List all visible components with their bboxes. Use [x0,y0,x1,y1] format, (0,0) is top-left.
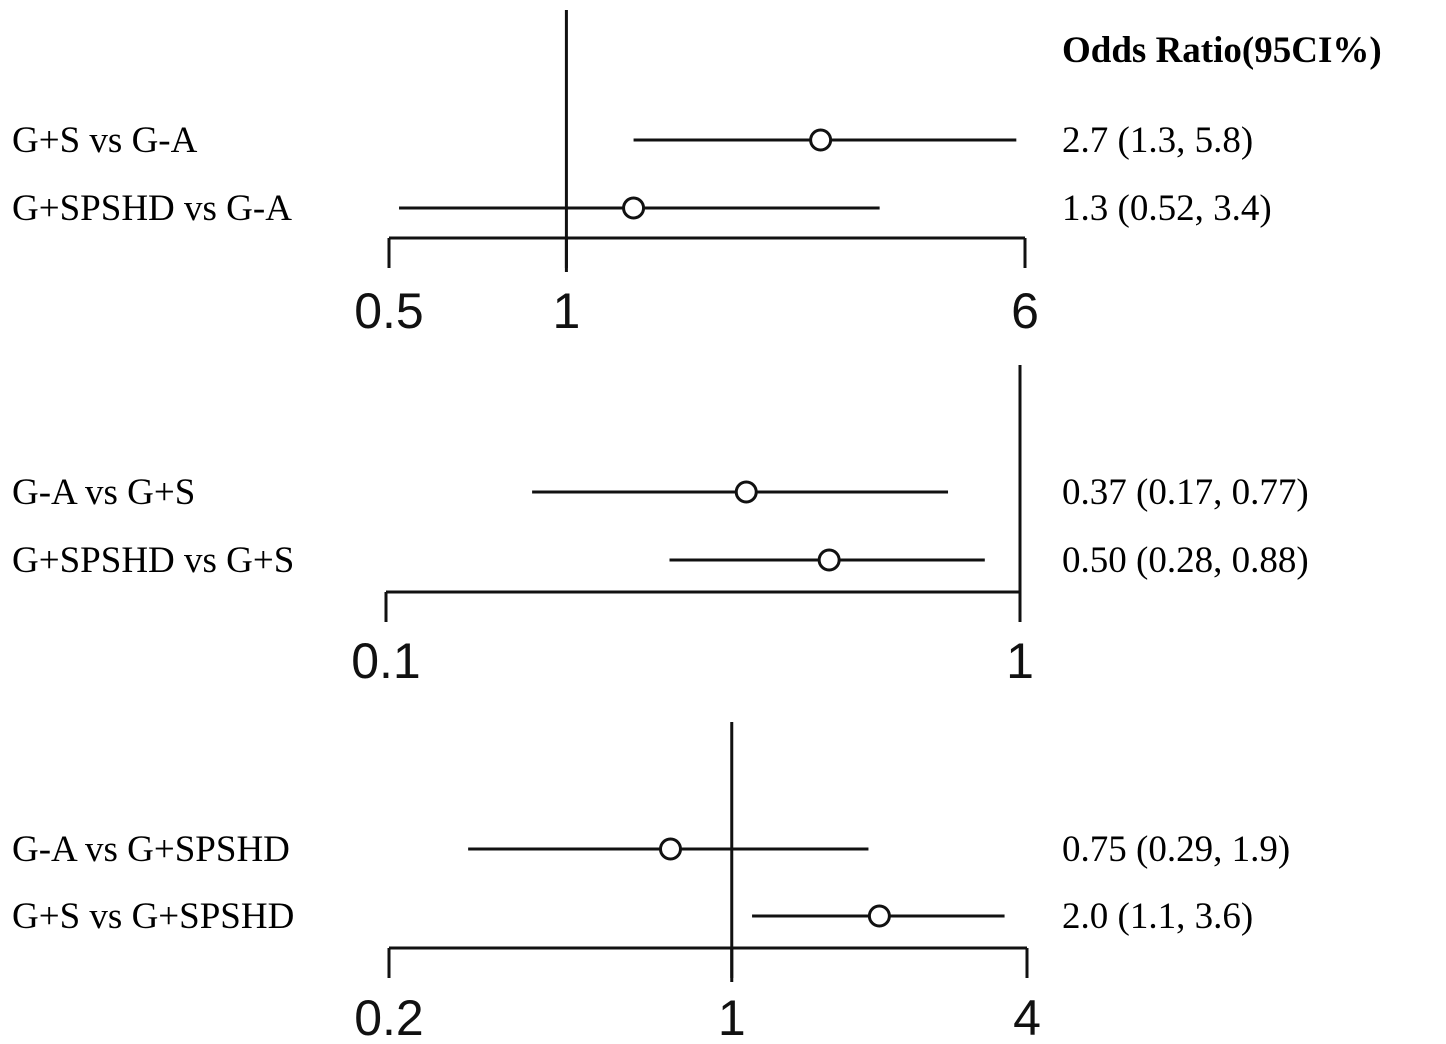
odds-ratio-point [817,548,841,572]
odds-ratio-value: 0.50 (0.28, 0.88) [1062,540,1309,581]
x-tick-label: 1 [718,990,746,1044]
odds-ratio-header: Odds Ratio(95CI%) [1062,30,1382,71]
odds-ratio-point [809,128,833,152]
forest-panels: 0.5 1 6 G+S vs G-A 2.7 (1.3, 5.8) G+SPSHD vs … [12,10,1309,1044]
odds-ratio-value: 2.0 (1.1, 3.6) [1062,896,1253,937]
x-tick-label: 4 [1013,990,1041,1044]
x-tick-label: 6 [1011,283,1039,339]
comparison-label: G-A vs G+S [12,472,195,513]
odds-ratio-point [622,196,646,220]
odds-ratio-point [658,837,682,861]
comparison-label: G+S vs G-A [12,120,198,161]
odds-ratio-point [734,480,758,504]
forest-panel-3: 0.2 1 4 G-A vs G+SPSHD 0.75 (0.29, 1.9) G+S v… [12,722,1290,1044]
odds-ratio-value: 1.3 (0.52, 3.4) [1062,188,1272,229]
odds-ratio-value: 0.75 (0.29, 1.9) [1062,829,1290,870]
comparison-label: G+SPSHD vs G+S [12,540,294,581]
x-tick-label: 0.1 [351,633,421,689]
odds-ratio-value: 2.7 (1.3, 5.8) [1062,120,1253,161]
x-tick-label: 1 [553,283,581,339]
comparison-label: G-A vs G+SPSHD [12,829,290,870]
forest-panel-2: 0.1 1 G-A vs G+S 0.37 (0.17, 0.77) G+SPSHD v… [12,365,1309,689]
odds-ratio-point [867,904,891,928]
comparison-label: G+SPSHD vs G-A [12,188,292,229]
x-tick-label: 0.2 [354,990,424,1044]
comparison-label: G+S vs G+SPSHD [12,896,294,937]
x-tick-label: 1 [1006,633,1034,689]
forest-panel-1: 0.5 1 6 G+S vs G-A 2.7 (1.3, 5.8) G+SPSHD vs … [12,10,1272,339]
odds-ratio-value: 0.37 (0.17, 0.77) [1062,472,1309,513]
x-tick-label: 0.5 [354,283,424,339]
